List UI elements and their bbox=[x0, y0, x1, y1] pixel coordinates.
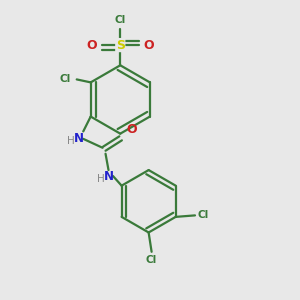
Text: N: N bbox=[74, 132, 84, 146]
Text: O: O bbox=[87, 39, 98, 52]
Text: Cl: Cl bbox=[115, 15, 126, 25]
Text: Cl: Cl bbox=[59, 74, 71, 84]
Text: S: S bbox=[116, 39, 125, 52]
Text: H: H bbox=[68, 136, 75, 146]
Text: O: O bbox=[143, 39, 154, 52]
Text: O: O bbox=[126, 123, 137, 136]
Text: N: N bbox=[103, 169, 113, 182]
Text: H: H bbox=[97, 174, 105, 184]
Text: Cl: Cl bbox=[146, 255, 157, 265]
Text: Cl: Cl bbox=[198, 210, 209, 220]
